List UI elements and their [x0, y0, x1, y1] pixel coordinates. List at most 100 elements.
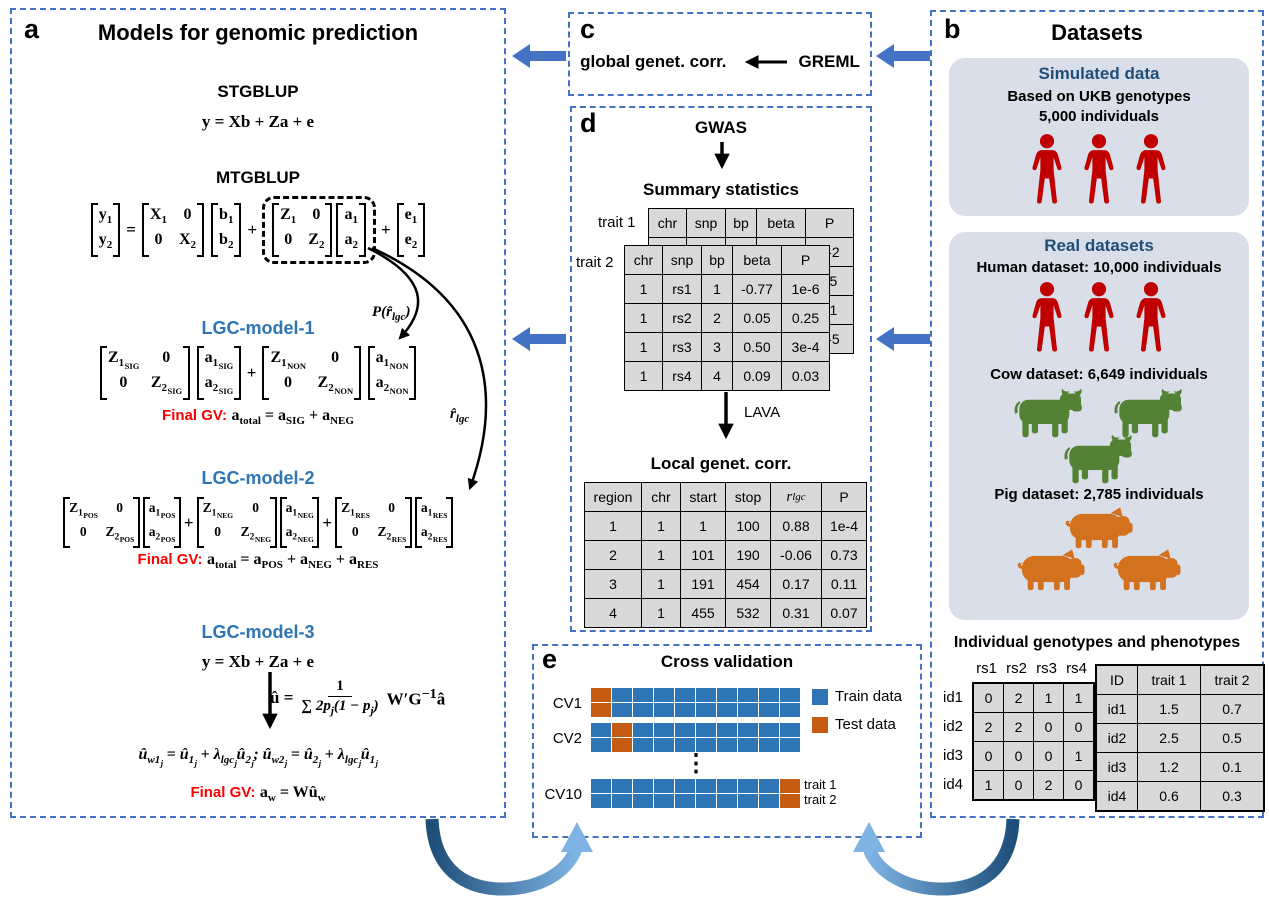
table-cell: 1 [642, 599, 680, 627]
lgc1-final-gv: Final GV: atotal = aSIG + aNEG [162, 407, 354, 428]
table-cell: 1 [702, 275, 732, 303]
train-cell [717, 688, 737, 702]
train-cell [738, 703, 758, 717]
table-cell: 1.2 [1138, 753, 1200, 781]
simulated-data-title: Simulated data [1038, 64, 1160, 83]
table-cell: trait 1 [1138, 666, 1200, 694]
lgc3-equation-1: y = Xb + Za + e [201, 652, 315, 671]
table-cell: id1 [1097, 695, 1137, 723]
table-cell: 0 [1004, 771, 1033, 799]
matrix-Z: Z1 0 0 Z2 [272, 203, 333, 258]
greml-text: GREML [798, 52, 860, 71]
table-cell: rs3 [663, 333, 701, 361]
matrix-aneg: a1NEG a2NEG [279, 497, 320, 549]
table-cell: 1 [642, 512, 680, 540]
table-cell: chr [625, 246, 662, 274]
pig-icon [1016, 546, 1086, 592]
table-cell: 0.11 [822, 570, 866, 598]
highlighted-term-dashed-box: Z1 0 0 Z2 a1 a2 [262, 196, 376, 265]
table-cell: P [806, 209, 853, 237]
table-cell: rs4 [663, 362, 701, 390]
test-cell [612, 738, 632, 752]
matrix-apos: a1POS a2POS [142, 497, 181, 549]
matrix-Zres: Z1RES 0 0 Z2RES [335, 497, 412, 549]
lgc-model-2-equation: Z1POS 0 0 Z2POS a1POS a2POS + Z1NEG 0 0 Z2NEG a… [12, 497, 504, 549]
table-cell: 1 [1064, 684, 1093, 712]
global-corr-row: global genet. corr. GREML [570, 52, 870, 72]
table-cell: 3e-4 [782, 333, 829, 361]
table-cell: 1.5 [1138, 695, 1200, 723]
train-cell [780, 738, 800, 752]
panel-c: c global genet. corr. GREML [568, 12, 872, 96]
train-cell [633, 794, 653, 808]
lgc2-final-gv: Final GV: atotal = aPOS + aNEG + aRES [137, 551, 379, 572]
table-cell: 0.73 [822, 541, 866, 569]
table-cell: 0.1 [1201, 753, 1263, 781]
table-cell: 100 [726, 512, 770, 540]
panel-d-label: d [580, 108, 597, 138]
trait1-label: trait 1 [598, 214, 636, 231]
cv2-label: CV2 [552, 730, 582, 747]
table-cell: 0.7 [1201, 695, 1263, 723]
plus-sign: + [183, 512, 194, 532]
table-cell: 0.5 [1201, 724, 1263, 752]
ellipsis-dots: ⋮ [684, 750, 708, 777]
train-cell [654, 779, 674, 793]
table-cell: 0 [974, 684, 1003, 712]
table-cell: trait 2 [1201, 666, 1263, 694]
test-cell [612, 723, 632, 737]
train-cell [675, 738, 695, 752]
panel-a-title: Models for genomic prediction [97, 20, 419, 45]
person-icon [1134, 134, 1168, 206]
train-cell [717, 703, 737, 717]
legend-train: Train data [812, 688, 902, 705]
panel-c-label: c [580, 14, 596, 44]
table-cell: 1e-4 [822, 512, 866, 540]
table-cell: bp [702, 246, 732, 274]
train-cell [759, 703, 779, 717]
train-cell [654, 688, 674, 702]
panel-b-title: Datasets [1051, 20, 1143, 45]
train-cell [675, 723, 695, 737]
cv-trait2-label: trait 2 [804, 792, 837, 807]
table-cell: 101 [681, 541, 725, 569]
test-cell [591, 703, 611, 717]
train-cell [654, 794, 674, 808]
matrix-y: y1 y2 [90, 203, 121, 258]
table-cell: 1 [642, 570, 680, 598]
train-cell [696, 738, 716, 752]
cv1-label: CV1 [552, 695, 582, 712]
cow-icon [1061, 434, 1137, 484]
table-cell: stop [726, 483, 770, 511]
train-color-swatch [812, 688, 828, 705]
table-cell: rs1 [663, 275, 701, 303]
table-cell: 0 [974, 742, 1003, 770]
pig-icon [1064, 504, 1134, 550]
panel-a-label: a [24, 14, 40, 44]
pig-dataset-text: Pig dataset: 2,785 individuals [994, 486, 1204, 503]
mtgblup-title: MTGBLUP [215, 168, 301, 187]
geno-pheno-title: Individual genotypes and phenotypes [953, 634, 1241, 651]
train-cell [633, 688, 653, 702]
table-cell: region [585, 483, 641, 511]
table-cell: 2 [1034, 771, 1063, 799]
table-cell: 0.07 [822, 599, 866, 627]
plus-sign: + [247, 220, 258, 240]
table-cell: 532 [726, 599, 770, 627]
train-cell [591, 738, 611, 752]
table-cell: 0 [1004, 742, 1033, 770]
table-cell: 2 [974, 713, 1003, 741]
train-cell [633, 723, 653, 737]
lava-label: LAVA [744, 404, 781, 421]
matrix-asig: a1SIG a2SIG [196, 346, 241, 401]
table-cell: 0 [1034, 713, 1063, 741]
cv2-bar [591, 723, 800, 752]
train-cell [675, 703, 695, 717]
plus-sign: + [322, 512, 333, 532]
arrow-d-to-a [512, 327, 566, 351]
local-corr-title: Local genet. corr. [650, 454, 792, 473]
train-cell [717, 738, 737, 752]
table-cell: rs2 [1006, 659, 1027, 677]
train-cell [759, 723, 779, 737]
